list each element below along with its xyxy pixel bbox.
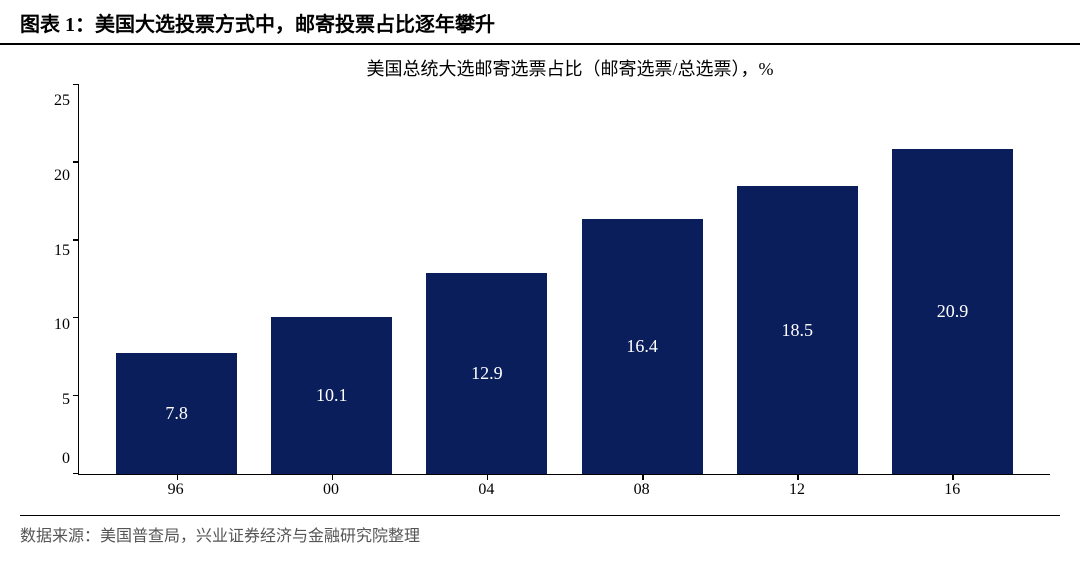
x-tick-mark <box>952 474 954 480</box>
bar-slot: 16.4 <box>565 85 720 474</box>
source-footer: 数据来源：美国普查局，兴业证券经济与金融研究院整理 <box>0 516 1080 552</box>
y-tick-mark <box>73 84 79 86</box>
bar: 12.9 <box>426 273 547 474</box>
y-tick-label: 10 <box>54 317 78 333</box>
y-tick-label: 0 <box>62 451 78 467</box>
x-tick-label: 96 <box>98 481 253 499</box>
figure-header: 图表 1：美国大选投票方式中，邮寄投票占比逐年攀升 <box>0 0 1080 45</box>
bar-value-label: 18.5 <box>782 320 814 341</box>
plot-region: 7.8 10.1 12.9 16.4 18.5 20.9 <box>78 85 1050 475</box>
x-tick-mark <box>487 474 489 480</box>
x-tick-label: 16 <box>875 481 1030 499</box>
y-tick-label: 15 <box>54 243 78 259</box>
chart-title: 美国总统大选邮寄选票占比（邮寄选票/总选票），% <box>30 55 1050 81</box>
bar: 7.8 <box>116 353 237 474</box>
x-tick-label: 04 <box>409 481 564 499</box>
chart-area: 美国总统大选邮寄选票占比（邮寄选票/总选票），% 2520151050 7.81… <box>30 55 1050 515</box>
bar-value-label: 16.4 <box>626 336 658 357</box>
figure-title: 图表 1：美国大选投票方式中，邮寄投票占比逐年攀升 <box>20 8 1060 37</box>
y-tick-mark <box>73 395 79 397</box>
x-tick-mark <box>797 474 799 480</box>
y-tick-label: 20 <box>54 168 78 184</box>
bars-row: 7.8 10.1 12.9 16.4 18.5 20.9 <box>79 85 1050 474</box>
y-tick-mark <box>73 317 79 319</box>
x-tick-mark <box>177 474 179 480</box>
y-tick-label: 25 <box>54 93 78 109</box>
y-axis: 2520151050 <box>30 85 78 475</box>
y-tick-mark <box>73 161 79 163</box>
bar: 18.5 <box>737 186 858 474</box>
x-tick-label: 00 <box>253 481 408 499</box>
plot-container: 2520151050 7.810.112.916.418.520.9 96000… <box>30 85 1050 505</box>
bar-slot: 7.8 <box>99 85 254 474</box>
bar-slot: 10.1 <box>254 85 409 474</box>
x-tick-mark <box>332 474 334 480</box>
bar-slot: 12.9 <box>409 85 564 474</box>
y-tick-mark <box>73 473 79 475</box>
x-tick-mark <box>642 474 644 480</box>
y-tick-mark <box>73 239 79 241</box>
bar-value-label: 12.9 <box>471 363 503 384</box>
bar-value-label: 20.9 <box>937 301 969 322</box>
bar-value-label: 7.8 <box>165 403 188 424</box>
x-tick-label: 08 <box>564 481 719 499</box>
bar: 16.4 <box>582 219 703 474</box>
bar-slot: 18.5 <box>720 85 875 474</box>
x-tick-label: 12 <box>719 481 874 499</box>
bar-slot: 20.9 <box>875 85 1030 474</box>
x-axis-labels: 960004081216 <box>78 481 1050 499</box>
bar: 10.1 <box>271 317 392 474</box>
bar: 20.9 <box>892 149 1013 474</box>
bar-value-label: 10.1 <box>316 385 348 406</box>
